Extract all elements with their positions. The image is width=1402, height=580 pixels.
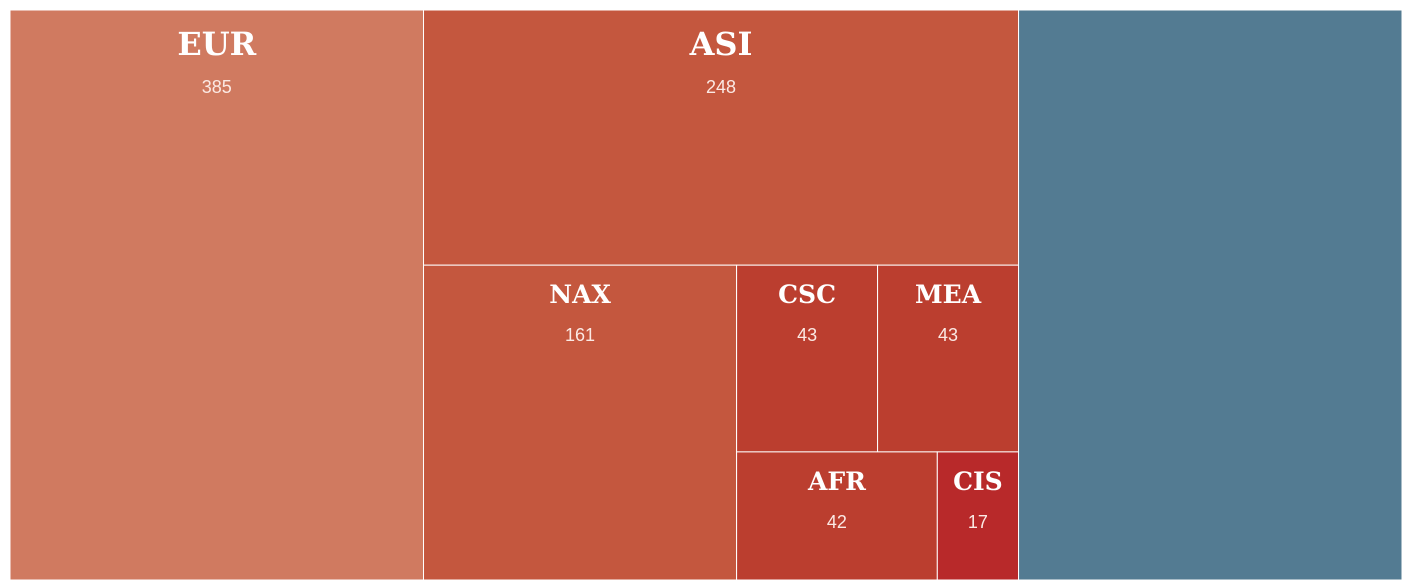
treemap-cell [936,451,1020,580]
cell-value: 42 [827,512,847,532]
treemap-cell [1018,9,1402,580]
treemap-cell [736,451,938,580]
cell-value: 17 [968,512,988,532]
cell-label: CSC [778,280,836,309]
cell-label: NAX [549,280,611,309]
treemap-cell [877,264,1020,453]
cell-label: MEA [915,280,982,309]
cell-value: 43 [797,325,817,345]
treemap-cell [423,9,1020,266]
cell-value: 161 [565,325,595,345]
cell-value: 248 [706,77,736,97]
cell-label: CIS [953,467,1003,496]
cell-label: EUR [177,25,256,63]
cell-value: 43 [938,325,958,345]
cell-value: 385 [202,77,232,97]
cell-label: ASI [689,25,753,63]
treemap-cell [9,9,425,580]
treemap-cell [423,264,738,580]
cell-label: AFR [807,467,866,496]
